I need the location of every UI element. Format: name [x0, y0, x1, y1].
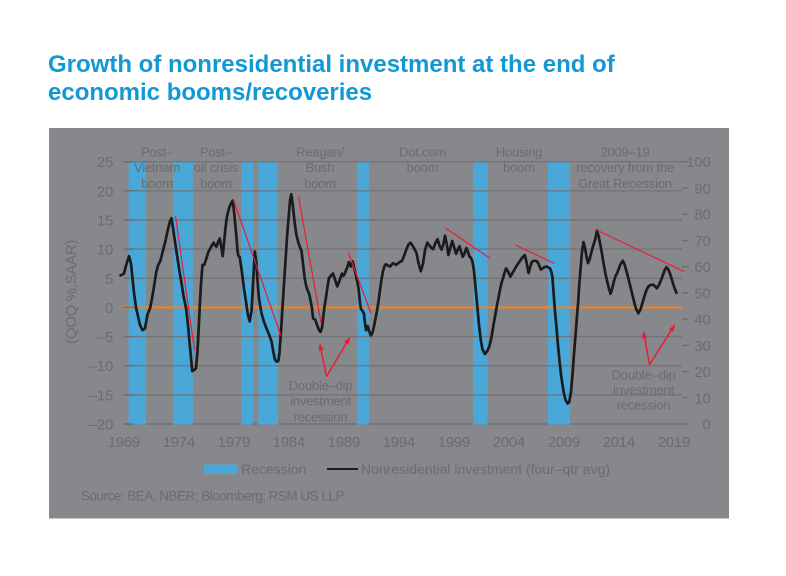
svg-text:recession: recession: [294, 409, 348, 424]
svg-text:1994: 1994: [383, 434, 415, 451]
svg-text:5: 5: [105, 271, 113, 288]
svg-text:2009–19: 2009–19: [600, 144, 649, 159]
svg-text:Post–: Post–: [141, 144, 174, 159]
svg-text:–5: –5: [97, 329, 113, 346]
svg-text:15: 15: [97, 213, 113, 230]
svg-text:boom: boom: [200, 176, 232, 191]
svg-text:recovery from the: recovery from the: [576, 160, 674, 175]
svg-text:90: 90: [694, 180, 710, 197]
svg-text:Growth of nonresidential inves: Growth of nonresidential investment at t…: [48, 51, 616, 78]
svg-text:Housing: Housing: [496, 144, 542, 159]
svg-text:30: 30: [694, 338, 710, 355]
svg-text:25: 25: [97, 154, 113, 171]
svg-text:1974: 1974: [163, 434, 195, 451]
svg-text:Double–dip: Double–dip: [289, 378, 353, 393]
svg-text:Great Recession: Great Recession: [578, 176, 672, 191]
svg-text:20: 20: [97, 183, 113, 200]
svg-text:1969: 1969: [108, 434, 140, 451]
svg-text:1984: 1984: [273, 434, 305, 451]
svg-text:oil crisis: oil crisis: [194, 160, 239, 175]
svg-text:boom: boom: [304, 176, 336, 191]
svg-text:Post–: Post–: [200, 144, 233, 159]
svg-text:50: 50: [694, 285, 710, 302]
svg-text:1989: 1989: [328, 434, 360, 451]
svg-text:10: 10: [694, 390, 710, 407]
svg-text:1999: 1999: [438, 434, 470, 451]
svg-text:boom: boom: [141, 176, 173, 191]
svg-text:2004: 2004: [493, 434, 525, 451]
svg-text:–20: –20: [89, 417, 113, 434]
svg-text:60: 60: [694, 259, 710, 276]
svg-text:70: 70: [694, 233, 710, 250]
svg-text:boom: boom: [503, 160, 535, 175]
svg-text:80: 80: [694, 207, 710, 224]
svg-text:2014: 2014: [603, 434, 635, 451]
svg-text:100: 100: [686, 154, 710, 171]
svg-text:40: 40: [694, 312, 710, 329]
svg-text:boom: boom: [407, 160, 439, 175]
svg-text:Double–dip: Double–dip: [612, 367, 676, 382]
svg-text:investment: investment: [290, 394, 351, 409]
svg-text:1979: 1979: [218, 434, 250, 451]
svg-text:Reagan/: Reagan/: [296, 144, 344, 159]
svg-text:Recession: Recession: [241, 461, 306, 477]
svg-text:Source: BEA; NBER; Bloomberg;: Source: BEA; NBER; Bloomberg; RSM US LLP: [81, 489, 344, 504]
svg-text:0: 0: [105, 300, 113, 317]
svg-text:–15: –15: [89, 387, 113, 404]
svg-text:investment: investment: [613, 382, 674, 397]
svg-text:economic booms/recoveries: economic booms/recoveries: [48, 79, 372, 106]
svg-text:–10: –10: [89, 358, 113, 375]
svg-text:Nonresidential investment (fou: Nonresidential investment (four–qtr avg): [361, 461, 610, 477]
svg-text:2009: 2009: [548, 434, 580, 451]
svg-text:(QOQ %,SAAR): (QOQ %,SAAR): [63, 240, 80, 344]
svg-text:recession: recession: [617, 398, 671, 413]
svg-text:Vietnam: Vietnam: [134, 160, 180, 175]
svg-text:20: 20: [694, 364, 710, 381]
svg-text:2019: 2019: [658, 434, 690, 451]
svg-text:10: 10: [97, 242, 113, 259]
svg-text:Bush: Bush: [306, 160, 335, 175]
svg-text:0: 0: [702, 417, 710, 434]
svg-text:Dot.com: Dot.com: [399, 144, 446, 159]
